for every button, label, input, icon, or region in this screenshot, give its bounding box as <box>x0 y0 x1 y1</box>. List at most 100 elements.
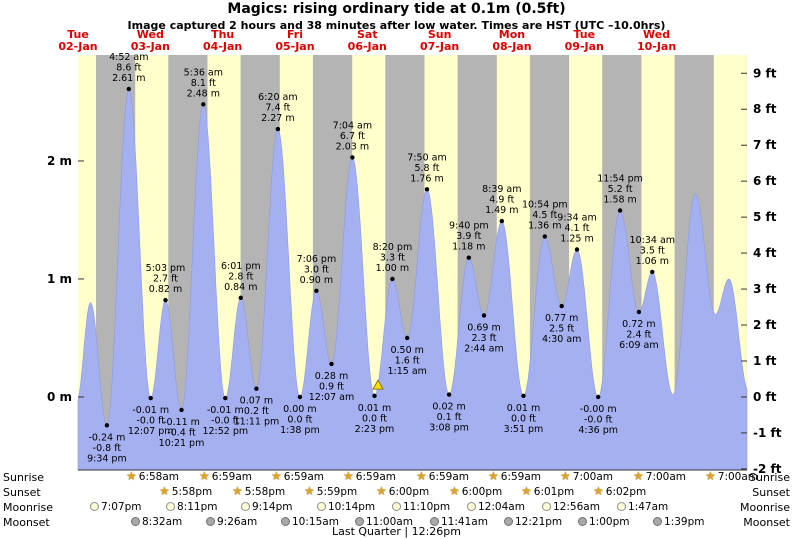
astro-event-time: 6:59am <box>211 470 253 483</box>
astro-event-time: 7:00am <box>572 470 614 483</box>
astro-event-time: 1:39pm <box>664 515 705 528</box>
astro-event-time: 7:00am <box>717 470 759 483</box>
right-axis-label: 7 ft <box>753 138 777 152</box>
left-axis-label: 2 m <box>47 154 72 168</box>
tide-annotation-line: 4.1 ft <box>564 223 589 234</box>
tide-annotations: -0.24 m-0.8 ft9:34 pm 4:52 am8.6 ft2.61 m… <box>87 52 675 464</box>
sunrise-event: ★ 6:59am <box>199 470 252 483</box>
astro-row-label-moonrise: Moonrise <box>3 501 53 514</box>
moon-open-icon <box>467 502 476 511</box>
tide-annotation-line: 4:36 pm <box>578 425 618 436</box>
sun-star-icon: ★ <box>449 484 460 498</box>
chart-subtitle: Image captured 2 hours and 38 minutes af… <box>127 19 666 32</box>
day-label-weekday: Sun <box>428 28 452 41</box>
tide-annotation-line: 2.03 m <box>336 141 369 152</box>
tide-annotation-line: 3:08 pm <box>429 423 469 434</box>
tide-annotation-line: -0.0 ft <box>211 416 240 427</box>
astro-event-time: 7:00am <box>645 470 687 483</box>
moonset-event: 10:15am <box>281 515 339 528</box>
tide-annotation-line: 0.01 m <box>358 403 391 414</box>
right-axis-label: -1 ft <box>753 426 782 440</box>
astro-event-time: 1:00pm <box>589 515 630 528</box>
sun-star-icon: ★ <box>560 469 571 483</box>
tide-annotation-line: 1.00 m <box>376 263 409 274</box>
tide-annotation-line: 7:04 am <box>333 120 372 131</box>
tide-annotation-line: 0.0 ft <box>287 415 312 426</box>
sunset-event: ★ 6:01pm <box>521 485 574 498</box>
tide-annotation-line: 8.1 ft <box>191 78 216 89</box>
moon-open-icon <box>90 502 99 511</box>
tide-annotation-line: 0.0 ft <box>511 413 536 424</box>
astro-event-time: 6:58am <box>138 470 180 483</box>
day-label-date: 06-Jan <box>348 40 387 53</box>
tide-annotation-line: 2.5 ft <box>549 324 574 335</box>
tide-annotation-line: 10:34 am <box>630 235 675 246</box>
tide-extreme-dot <box>446 392 452 397</box>
tide-annotation-line: -0.24 m <box>88 432 125 443</box>
moon-phase-footer: Last Quarter | 12:26pm <box>331 525 461 538</box>
moon-filled-icon <box>578 517 587 526</box>
moonset-event: 1:39pm <box>653 515 704 528</box>
sun-star-icon: ★ <box>304 484 315 498</box>
astro-event-time: 6:02pm <box>605 485 647 498</box>
astro-event-time: 9:26am <box>217 515 258 528</box>
tide-annotation-line: 10:54 pm <box>522 200 568 211</box>
astro-event-time: 12:56am <box>553 500 600 513</box>
tide-extreme-dot <box>275 126 281 132</box>
day-label-date: 08-Jan <box>492 40 531 53</box>
tide-annotation-line: 1.36 m <box>528 221 561 232</box>
tide-annotation-line: 5:03 pm <box>146 263 186 274</box>
tide-annotation-line: 3.3 ft <box>380 253 405 264</box>
day-label-date: 09-Jan <box>565 40 604 53</box>
sunset-event: ★ 5:59pm <box>304 485 357 498</box>
astro-event-time: 6:59am <box>355 470 397 483</box>
sunset-event: ★ 6:00pm <box>449 485 502 498</box>
day-label-weekday: Wed <box>643 28 670 41</box>
tide-annotation-line: 1.49 m <box>485 205 518 216</box>
tide-extreme-dot <box>499 218 504 224</box>
tide-extreme-dot <box>179 407 184 413</box>
tide-extreme-dot <box>329 361 334 367</box>
moon-open-icon <box>317 502 326 511</box>
astro-row-label-moonrise: Moonrise <box>740 501 790 514</box>
tide-annotation-line: 2.48 m <box>187 88 220 99</box>
tide-annotation-line: 2.7 ft <box>153 274 178 285</box>
tide-annotation-line: 9:34 am <box>557 213 596 224</box>
right-axis-label: 5 ft <box>753 210 777 224</box>
tide-annotation-line: 5.8 ft <box>414 163 439 174</box>
day-label-weekday: Mon <box>499 28 525 41</box>
tide-extreme-dot <box>201 102 206 107</box>
moonrise-event: 10:14pm <box>317 500 375 513</box>
day-label-date: 04-Jan <box>203 40 242 53</box>
tide-annotation-line: 6:01 pm <box>221 261 261 272</box>
current-tide-triangle-icon <box>372 379 384 390</box>
tide-annotation-line: 1:38 pm <box>280 425 320 436</box>
astro-event-time: 5:59pm <box>316 485 358 498</box>
tide-annotation-line: 11:54 pm <box>597 174 643 185</box>
moon-filled-icon <box>653 517 662 526</box>
tide-curve <box>77 88 748 471</box>
tide-annotation-line: -0.01 m <box>132 405 169 416</box>
moonset-event: 11:00am <box>355 515 413 528</box>
tide-annotation-line: 9:34 pm <box>87 453 127 464</box>
day-label-weekday: Fri <box>287 28 303 41</box>
tide-annotation-line: 12:07 am <box>309 392 354 403</box>
tide-extreme-dot <box>559 303 564 309</box>
tide-extreme-dot <box>617 208 623 213</box>
tide-annotation-line: 0.07 m <box>240 396 273 407</box>
day-label-date: 07-Jan <box>420 40 459 53</box>
sun-star-icon: ★ <box>521 484 532 498</box>
moon-open-icon <box>617 502 626 511</box>
sun-star-icon: ★ <box>633 469 644 483</box>
sun-star-icon: ★ <box>199 469 210 483</box>
tide-annotation-line: 7:06 pm <box>297 254 337 265</box>
tide-annotation-line: 2.4 ft <box>626 330 651 341</box>
tide-extreme-dot <box>350 155 355 160</box>
sun-star-icon: ★ <box>232 484 243 498</box>
tide-annotation-line: -0.0 ft <box>136 416 165 427</box>
day-label-weekday: Sat <box>357 28 378 41</box>
tide-extreme-dot <box>238 295 243 300</box>
tide-extreme-dot <box>254 386 259 391</box>
tide-annotation-line: 8:39 am <box>482 184 521 195</box>
tide-annotation-line: -0.11 m <box>163 417 200 428</box>
